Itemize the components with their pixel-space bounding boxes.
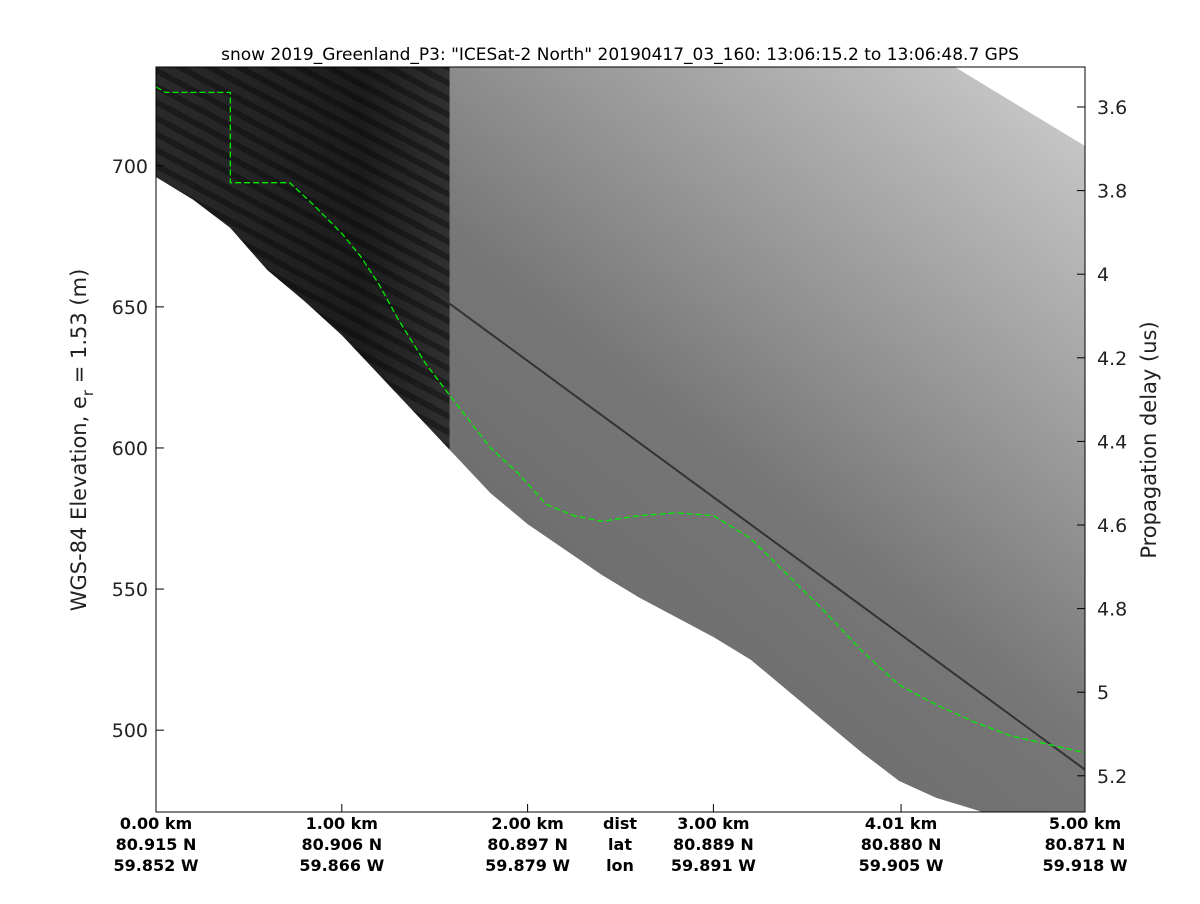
y2-tick-label: 3.8	[1097, 181, 1127, 203]
y2-tick-label: 4.6	[1097, 515, 1127, 537]
x-tick-label-lon: 59.866 W	[299, 856, 384, 875]
x-tick-label-lat: 80.889 N	[673, 835, 754, 854]
chart-title: snow 2019_Greenland_P3: "ICESat-2 North"…	[221, 45, 1019, 65]
y-axis-label-suffix: = 1.53 (m)	[67, 269, 91, 390]
y-axis-label-subscript: r	[79, 389, 97, 396]
x-tick-label-lat: 80.915 N	[116, 835, 197, 854]
x-tick-label-lon: 59.905 W	[859, 856, 944, 875]
x-tick-label-dist: 2.00 km	[491, 814, 563, 833]
x-axis-row-name: dist	[603, 814, 637, 833]
plot-frame	[155, 66, 1086, 813]
x-tick-label-dist: 0.00 km	[120, 814, 192, 833]
x-tick-label-lat: 80.906 N	[301, 835, 382, 854]
y-axis-right: 3.6 3.8 4 4.2 4.4 4.6 4.8 5 5.2	[1077, 97, 1127, 788]
y-tick-label: 700	[112, 156, 148, 178]
echogram-layer-stripes	[156, 67, 450, 450]
x-tick-label-dist: 3.00 km	[677, 814, 749, 833]
x-axis: 0.00 km 80.915 N 59.852 W 1.00 km 80.906 N 59…	[114, 804, 1128, 875]
x-tick-label-lat: 80.880 N	[861, 835, 942, 854]
y-tick-label: 550	[112, 579, 148, 601]
x-tick-label-lat: 80.897 N	[487, 835, 568, 854]
y-axis-left: 500 550 600 650 700	[112, 156, 164, 742]
x-axis-row-name: lat	[608, 835, 632, 854]
y2-tick-label: 4.2	[1097, 348, 1127, 370]
y2-axis-label: Propagation delay (us)	[1137, 321, 1161, 558]
surface-trace-line	[156, 86, 1085, 754]
y2-tick-label: 4	[1097, 264, 1109, 286]
x-tick-label-dist: 1.00 km	[306, 814, 378, 833]
x-tick-label-dist: 5.00 km	[1049, 814, 1121, 833]
plot-area	[156, 67, 1085, 812]
x-tick-label-lon: 59.879 W	[485, 856, 570, 875]
y2-tick-label: 4.4	[1097, 431, 1127, 453]
x-tick-label-lon: 59.918 W	[1043, 856, 1128, 875]
x-tick-label-lon: 59.891 W	[671, 856, 756, 875]
x-tick-label-dist: 4.01 km	[865, 814, 937, 833]
x-axis-row-name: lon	[606, 856, 634, 875]
y2-tick-label: 5.2	[1097, 766, 1127, 788]
y-tick-label: 600	[112, 438, 148, 460]
y-tick-label: 650	[112, 297, 148, 319]
internal-reflector-line	[434, 291, 1085, 771]
y2-tick-label: 5	[1097, 682, 1109, 704]
y-axis-label: WGS-84 Elevation, er = 1.53 (m)	[67, 269, 97, 612]
x-tick-label-lon: 59.852 W	[114, 856, 199, 875]
y-tick-label: 500	[112, 720, 148, 742]
y2-tick-label: 4.8	[1097, 599, 1127, 621]
y2-tick-label: 3.6	[1097, 97, 1127, 119]
x-tick-label-lat: 80.871 N	[1045, 835, 1126, 854]
